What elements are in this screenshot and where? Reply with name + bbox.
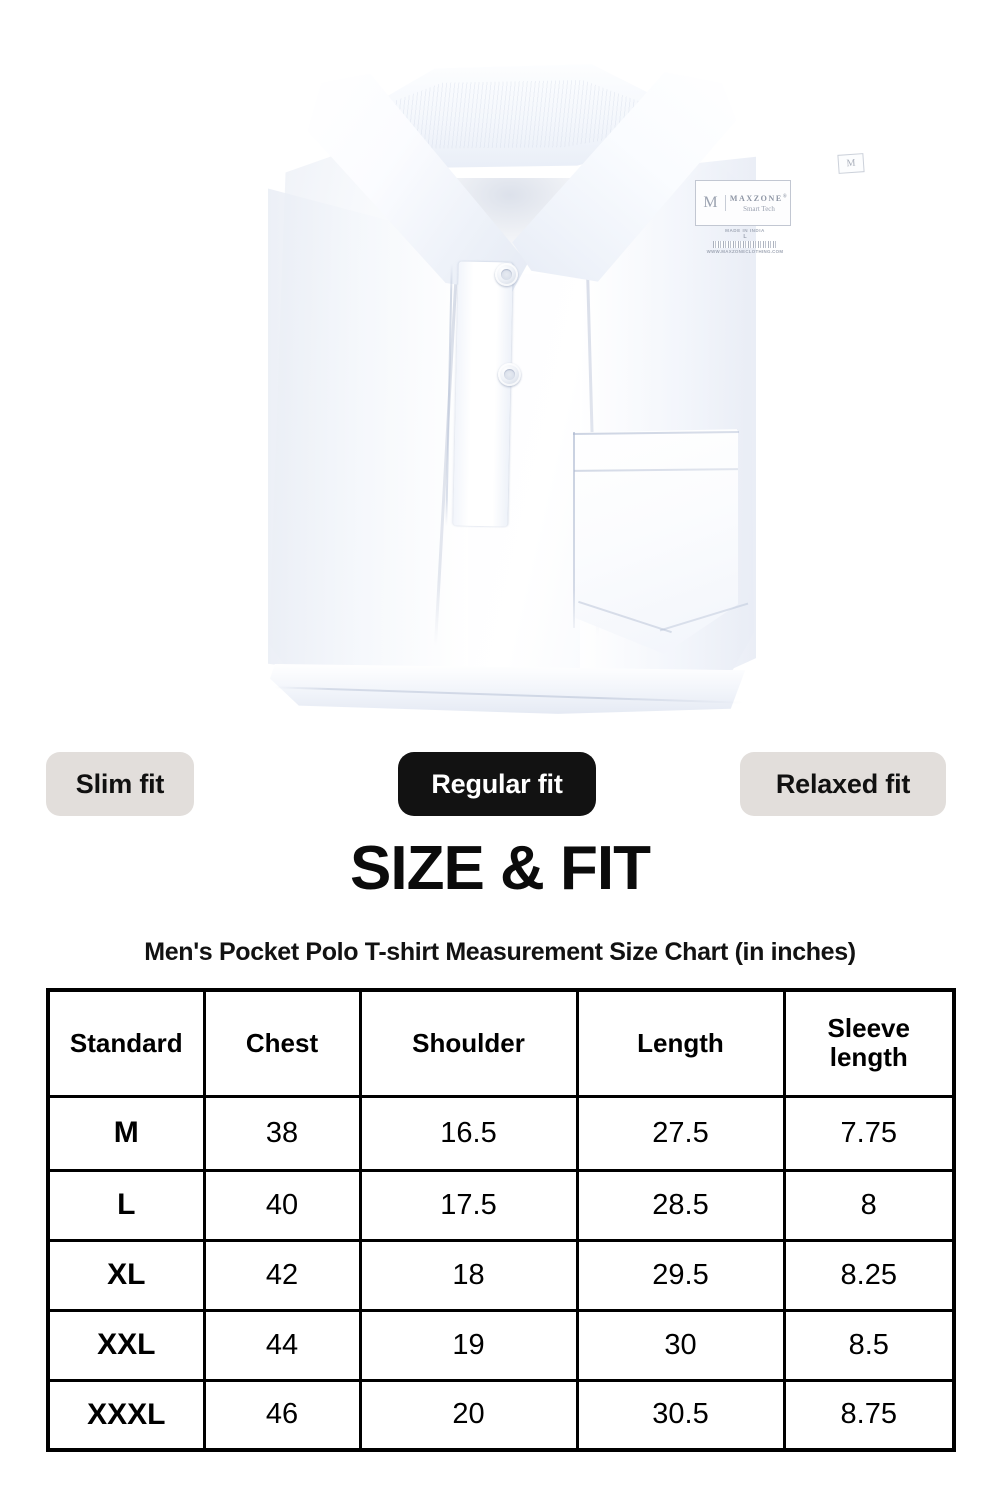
cell-length: 30.5 [575,1378,786,1452]
care-label: MADE IN INDIA L WWW.MAXZONECLOTHING.COM [706,228,784,262]
shirt-placket [453,261,513,527]
page-subtitle: Men's Pocket Polo T-shirt Measurement Si… [144,938,856,966]
cell-shoulder: 17.5 [358,1168,579,1242]
neck-label-tagline: Smart Tech [743,204,775,213]
cell-sleeve-length: 7.75 [782,1094,956,1172]
cell-chest: 44 [202,1308,362,1382]
cell-chest: 40 [202,1168,362,1242]
brand-name-text: MAXZONE [729,193,783,203]
cell-standard: M [46,1094,206,1172]
column-header-sleeve-length: Sleeve length [782,988,956,1098]
cell-standard: XL [46,1238,206,1312]
size-chart-table-wrapper: Standard Chest Shoulder Length Sleeve le… [46,988,956,1452]
cell-standard: XXXL [46,1378,206,1452]
neck-brand-label: M MAXZONE® Smart Tech [695,180,791,226]
cell-sleeve-length: 8 [782,1168,956,1242]
cell-standard: L [46,1168,206,1242]
neck-label-brand-name: MAXZONE® [728,194,790,203]
table-row: XL 42 18 29.5 8.25 [46,1238,956,1312]
column-header-length: Length [575,988,786,1098]
cell-length: 27.5 [575,1094,786,1172]
collar-size-tag: M [837,153,865,174]
table-row: M 38 16.5 27.5 7.75 [46,1094,956,1172]
cell-sleeve-length: 8.75 [782,1378,956,1452]
shirt-button-top [495,263,518,286]
cell-chest: 42 [202,1238,362,1312]
trademark-icon: ® [782,193,789,199]
column-header-standard: Standard [46,988,206,1098]
neck-label-text-block: MAXZONE® Smart Tech [726,194,790,213]
cell-standard: XXL [46,1308,206,1382]
cell-shoulder: 20 [358,1378,579,1452]
fit-option-slim[interactable]: Slim fit [46,752,194,816]
cell-shoulder: 18 [358,1238,579,1312]
table-header-row: Standard Chest Shoulder Length Sleeve le… [46,988,956,1098]
care-label-size-code: L [743,234,747,240]
shirt-button-bottom [498,363,521,386]
care-label-website: WWW.MAXZONECLOTHING.COM [706,249,784,254]
neck-label-size-initial: M [696,195,726,211]
barcode-icon [713,241,777,248]
page-title: SIZE & FIT [350,834,651,903]
column-header-chest: Chest [202,988,362,1098]
cell-shoulder: 19 [358,1308,579,1382]
shirt-pocket-edge-left [573,432,575,628]
fit-selector-row: Slim fit Regular fit Relaxed fit [0,752,1000,822]
cell-shoulder: 16.5 [358,1094,579,1172]
care-label-made-in: MADE IN INDIA [725,228,765,233]
fit-option-regular[interactable]: Regular fit [398,752,596,816]
column-header-shoulder: Shoulder [358,988,579,1098]
shirt-left-fold-panel [268,188,468,691]
table-row: XXXL 46 20 30.5 8.75 [46,1378,956,1452]
cell-chest: 46 [202,1378,362,1452]
table-row: XXL 44 19 30 8.5 [46,1308,956,1382]
size-chart-table: Standard Chest Shoulder Length Sleeve le… [46,988,956,1452]
cell-length: 30 [575,1308,786,1382]
cell-length: 29.5 [575,1238,786,1312]
shirt-chest-pocket [573,429,738,654]
folded-polo-shirt-image: M MAXZONE® Smart Tech MADE IN INDIA L WW… [250,28,865,718]
table-row: L 40 17.5 28.5 8 [46,1168,956,1242]
cell-sleeve-length: 8.5 [782,1308,956,1382]
cell-length: 28.5 [575,1168,786,1242]
cell-sleeve-length: 8.25 [782,1238,956,1312]
fit-option-relaxed[interactable]: Relaxed fit [740,752,946,816]
cell-chest: 38 [202,1094,362,1172]
product-photo: M MAXZONE® Smart Tech MADE IN INDIA L WW… [0,0,1000,740]
